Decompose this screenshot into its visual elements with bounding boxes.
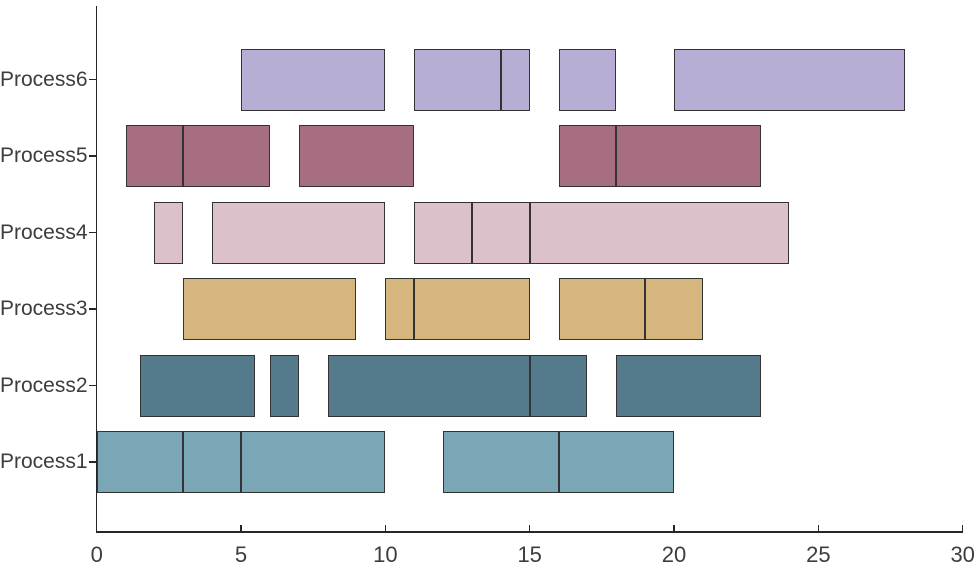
y-tick-label-process3: Process3	[0, 297, 88, 320]
x-tick-30	[961, 524, 964, 531]
x-tick-5	[240, 524, 242, 531]
gantt-bar-process5-segment-2	[298, 125, 415, 187]
y-tick-label-process4: Process4	[0, 220, 88, 244]
x-tick-label-0: 0	[90, 542, 103, 567]
gantt-bar-process3-segment-1	[385, 278, 415, 340]
gantt-bar-process2-segment-1	[269, 354, 299, 417]
x-tick-label-30: 30	[950, 542, 975, 567]
y-tick-label-process2: Process2	[0, 373, 88, 397]
y-tick-process6	[89, 78, 97, 81]
gantt-bar-process6-segment-1	[414, 48, 501, 111]
gantt-bar-process4-segment-0	[154, 201, 184, 264]
x-tick-label-5: 5	[234, 542, 248, 567]
gantt-bar-process6-segment-2	[500, 48, 530, 111]
x-tick-25	[817, 524, 820, 531]
gantt-bar-process2-segment-0	[140, 354, 256, 417]
y-axis-line	[95, 6, 98, 533]
x-tick-label-10: 10	[373, 542, 398, 567]
x-tick-label-15: 15	[517, 542, 542, 567]
gantt-bar-process1-segment-2	[241, 431, 386, 493]
y-tick-process2	[89, 384, 97, 387]
x-tick-label-20: 20	[661, 542, 687, 567]
y-tick-process3	[89, 308, 97, 310]
gantt-bar-process4-segment-3	[471, 201, 530, 264]
x-tick-15	[528, 524, 531, 531]
gantt-bar-process3-segment-0	[183, 278, 357, 340]
gantt-bar-process4-segment-4	[529, 201, 790, 264]
gantt-bar-process1-segment-1	[183, 431, 242, 493]
gantt-bar-process5-segment-4	[616, 125, 761, 187]
y-tick-label-process1: Process1	[0, 450, 88, 473]
y-tick-label-process6: Process6	[0, 67, 88, 91]
x-axis-line	[95, 531, 964, 533]
y-tick-process5	[89, 155, 97, 157]
gantt-bar-process5-segment-3	[558, 125, 617, 187]
x-tick-0	[95, 524, 98, 531]
gantt-bar-process3-segment-4	[645, 278, 703, 340]
y-tick-process4	[89, 231, 97, 234]
y-tick-label-process5: Process5	[0, 144, 88, 167]
gantt-bar-process2-segment-4	[616, 354, 761, 417]
gantt-bar-process4-segment-1	[212, 201, 386, 264]
gantt-bar-process5-segment-1	[183, 125, 270, 187]
x-tick-20	[673, 524, 675, 531]
gantt-bar-process3-segment-2	[414, 278, 530, 340]
x-tick-label-25: 25	[806, 542, 831, 567]
y-tick-process1	[89, 461, 97, 463]
gantt-bar-process6-segment-4	[674, 48, 905, 111]
gantt-bar-process2-segment-3	[529, 354, 588, 417]
gantt-bar-process3-segment-3	[558, 278, 646, 340]
gantt-bar-process5-segment-0	[125, 125, 184, 187]
gantt-bar-process4-segment-2	[414, 201, 472, 264]
gantt-bar-process2-segment-2	[327, 354, 530, 417]
gantt-bar-process1-segment-0	[96, 431, 184, 493]
gantt-bar-process1-segment-3	[443, 431, 559, 493]
gantt-bar-process6-segment-3	[558, 48, 617, 111]
x-tick-10	[384, 524, 387, 531]
gantt-bar-process1-segment-4	[558, 431, 675, 493]
gantt-bar-process6-segment-0	[241, 48, 386, 111]
